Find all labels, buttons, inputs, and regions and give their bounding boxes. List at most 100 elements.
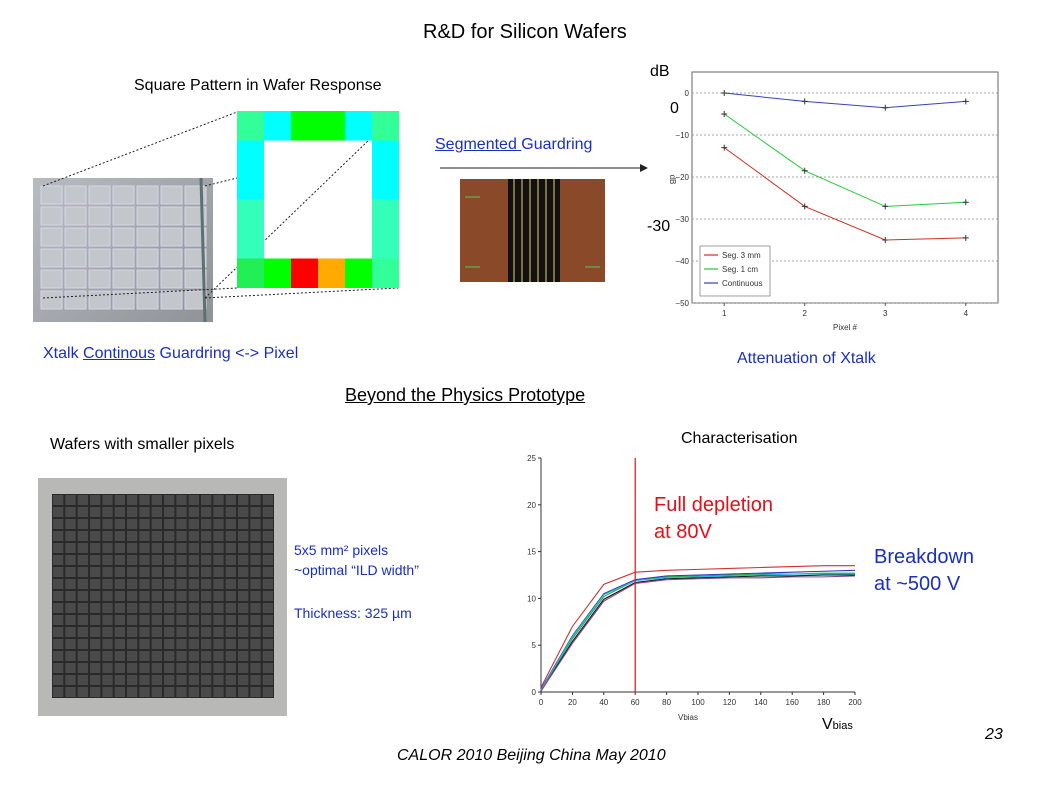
- small-pixel: [188, 627, 199, 637]
- minus30-label: -30: [647, 218, 671, 235]
- small-pixel: [176, 591, 187, 601]
- small-pixel: [53, 639, 64, 649]
- pattern-cell-top: [291, 111, 318, 141]
- thickness-text: Thickness: 325 µm: [294, 605, 412, 621]
- db-label: dB: [650, 63, 670, 80]
- wafer-pad: [64, 248, 87, 268]
- small-pixel: [102, 675, 113, 685]
- small-pixel: [114, 591, 125, 601]
- small-pixel: [53, 603, 64, 613]
- wafer-pad: [88, 206, 111, 226]
- small-pixel: [238, 579, 249, 589]
- small-pixel: [139, 603, 150, 613]
- small-pixel: [250, 663, 261, 673]
- small-pixel: [250, 507, 261, 517]
- small-pixel: [188, 591, 199, 601]
- small-pixel: [262, 675, 273, 685]
- small-pixel: [53, 651, 64, 661]
- small-pixel: [225, 675, 236, 685]
- small-pixel: [201, 627, 212, 637]
- small-pixel: [53, 687, 64, 697]
- small-pixel: [65, 627, 76, 637]
- small-pixel: [201, 603, 212, 613]
- cv-series-line: [540, 573, 855, 691]
- atten-series-line: [724, 92, 966, 109]
- wafer-pad: [112, 290, 135, 310]
- small-pixel: [201, 663, 212, 673]
- wafer-pad: [136, 227, 159, 247]
- small-pixel: [90, 639, 101, 649]
- small-pixel: [238, 675, 249, 685]
- small-pixel: [65, 531, 76, 541]
- small-pixel: [238, 495, 249, 505]
- small-pixel: [127, 615, 138, 625]
- xtalk-caption-pre: Xtalk: [43, 345, 84, 362]
- wafer-pad: [160, 269, 183, 289]
- small-pixel: [201, 555, 212, 565]
- small-pixel: [127, 675, 138, 685]
- small-pixel: [102, 495, 113, 505]
- small-pixel: [262, 651, 273, 661]
- atten-ytick-label: −30: [675, 215, 689, 224]
- small-pixel: [65, 507, 76, 517]
- wafer-pad: [160, 227, 183, 247]
- wafer-pad: [40, 248, 63, 268]
- small-pixel: [77, 687, 88, 697]
- small-pixel: [77, 627, 88, 637]
- small-pixel: [238, 567, 249, 577]
- small-pixel: [201, 615, 212, 625]
- pattern-cell-bottom: [291, 258, 318, 288]
- small-pixel: [77, 507, 88, 517]
- small-pixel: [213, 627, 224, 637]
- small-pixel: [250, 531, 261, 541]
- wafer-photo: [33, 177, 213, 323]
- small-pixel: [250, 603, 261, 613]
- cv-xtick-label: 80: [662, 698, 671, 707]
- wafer-pad: [136, 185, 159, 205]
- wafer-pad: [136, 269, 159, 289]
- small-pixel: [188, 615, 199, 625]
- small-pixel: [127, 495, 138, 505]
- pattern-cell-bottom: [264, 258, 291, 288]
- small-pixel: [238, 627, 249, 637]
- small-pixel: [151, 663, 162, 673]
- small-pixel: [114, 603, 125, 613]
- small-pixel: [164, 603, 175, 613]
- small-pixel: [238, 591, 249, 601]
- pattern-cell-left: [237, 170, 264, 200]
- small-pixel: [102, 579, 113, 589]
- small-pixel: [151, 675, 162, 685]
- atten-xtick-label: 1: [722, 309, 727, 318]
- small-pixel: [114, 555, 125, 565]
- atten-ytick-label: 0: [685, 89, 690, 98]
- small-pixel: [139, 591, 150, 601]
- small-pixel: [90, 687, 101, 697]
- small-pixel: [201, 519, 212, 529]
- small-pixel: [127, 639, 138, 649]
- continous-link[interactable]: Continous: [83, 345, 156, 362]
- small-pixel: [250, 615, 261, 625]
- small-pixel: [65, 639, 76, 649]
- small-pixel: [213, 639, 224, 649]
- atten-ytick-label: −10: [675, 131, 689, 140]
- small-pixel: [102, 519, 113, 529]
- page-number: 23: [985, 726, 1003, 743]
- atten-point-marker: [962, 234, 969, 241]
- small-pixel: [139, 627, 150, 637]
- small-pixel: [164, 687, 175, 697]
- small-pixel: [262, 663, 273, 673]
- small-pixel: [225, 579, 236, 589]
- small-pixel: [262, 603, 273, 613]
- small-pixel: [250, 651, 261, 661]
- segmented-link[interactable]: Segmented: [435, 136, 522, 153]
- small-pixel: [53, 519, 64, 529]
- small-pixel: [188, 519, 199, 529]
- small-pixel: [188, 675, 199, 685]
- pattern-cell-left: [237, 140, 264, 170]
- small-pixel: [90, 663, 101, 673]
- atten-point-marker: [962, 98, 969, 105]
- small-pixel: [102, 603, 113, 613]
- small-pixel: [90, 675, 101, 685]
- cv-xtick-label: 160: [786, 698, 800, 707]
- small-pixel: [102, 627, 113, 637]
